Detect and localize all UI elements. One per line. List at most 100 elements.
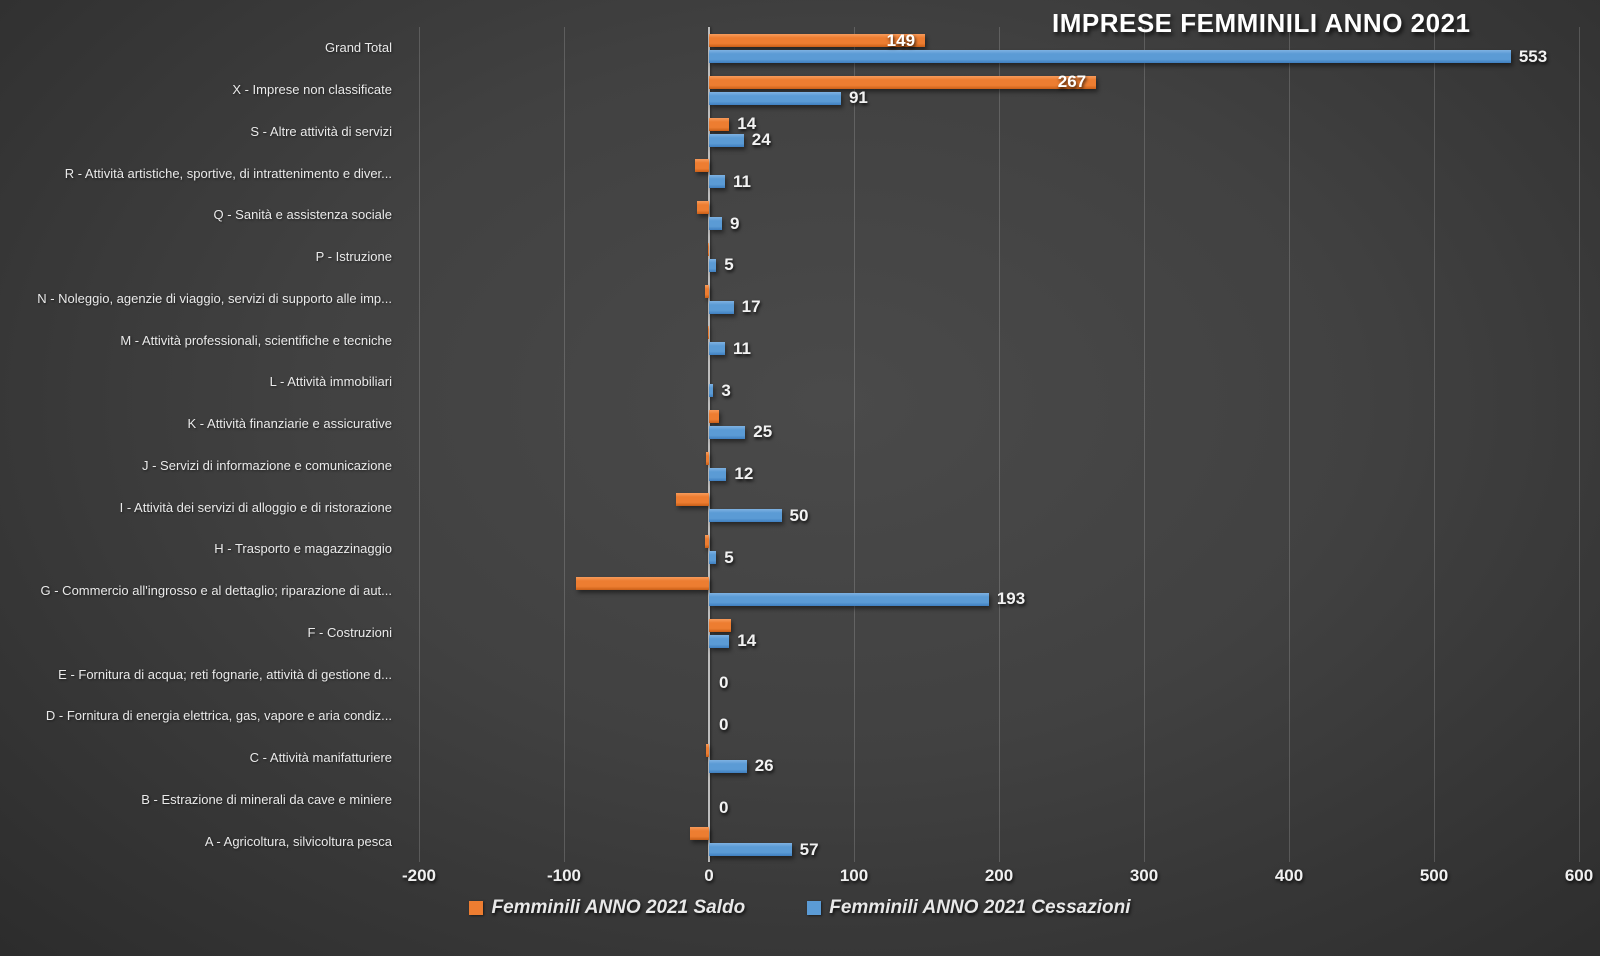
bar-cessazioni (709, 133, 744, 147)
gridline (564, 27, 565, 862)
data-label-cessazioni: 26 (754, 756, 774, 776)
bar-cessazioni (709, 91, 841, 105)
bar-saldo (706, 743, 709, 757)
legend-item-saldo: Femminili ANNO 2021 Saldo (469, 897, 745, 919)
data-label-cessazioni: 193 (996, 589, 1026, 609)
gridline (1144, 27, 1145, 862)
bar-saldo (709, 117, 730, 131)
data-label-cessazioni: 11 (732, 338, 751, 358)
plot-area: 149 553 267 91 14 24 11 9 5 17 11 3 25 12 50 5 193 14 0 0 26… (419, 27, 1580, 862)
bar-cessazioni (709, 425, 746, 439)
x-tick-label: 200 (984, 866, 1014, 885)
data-label-cessazioni: 17 (741, 297, 761, 316)
gridline (1434, 27, 1435, 862)
zero-axis-line (708, 27, 710, 862)
data-label-cessazioni: 14 (737, 631, 757, 650)
x-tick-label: -100 (546, 866, 582, 885)
category-label: Grand Total (325, 40, 392, 56)
category-label: K - Attività finanziarie e assicurative (187, 416, 392, 432)
bar-cessazioni (709, 592, 989, 606)
category-label: B - Estrazione di minerali da cave e min… (141, 791, 392, 807)
data-label-saldo: 149 (886, 30, 916, 50)
bar-saldo (575, 576, 709, 590)
category-label: Q - Sanità e assistenza sociale (213, 207, 392, 223)
bar-cessazioni (709, 175, 725, 189)
gridline (854, 27, 855, 862)
data-label-cessazioni: 12 (734, 464, 754, 483)
x-tick-label: 600 (1564, 866, 1594, 885)
category-label: M - Attività professionali, scientifiche… (120, 332, 392, 348)
bar-cessazioni (709, 217, 723, 230)
bar-saldo (709, 409, 720, 423)
x-tick-label: 300 (1129, 866, 1159, 885)
category-label: N - Noleggio, agenzie di viaggio, serviz… (37, 290, 392, 306)
bar-cessazioni (709, 551, 717, 564)
bar-saldo (704, 535, 709, 548)
x-tick-label: -200 (401, 866, 437, 885)
category-label: H - Trasporto e magazzinaggio (214, 541, 392, 557)
x-tick-label: 500 (1419, 866, 1449, 885)
category-label: C - Attività manifatturiere (249, 750, 392, 766)
bar-saldo (707, 326, 710, 340)
bar-cessazioni (709, 258, 717, 272)
legend-swatch-cessazioni-icon (807, 901, 822, 915)
bar-cessazioni (709, 50, 1511, 63)
x-tick-label: 400 (1274, 866, 1304, 885)
data-label-cessazioni: 0 (719, 798, 729, 817)
data-label-cessazioni: 25 (753, 422, 773, 442)
category-label: X - Imprese non classificate (232, 82, 392, 98)
category-label: D - Fornitura di energia elettrica, gas,… (45, 708, 392, 724)
data-label-cessazioni: 24 (751, 130, 771, 149)
legend-label-saldo: Femminili ANNO 2021 Saldo (491, 897, 746, 918)
gridline (1289, 27, 1290, 862)
data-label-cessazioni: 0 (719, 714, 729, 734)
data-label-cessazioni: 57 (799, 839, 819, 859)
x-tick-label: 100 (839, 866, 869, 885)
legend-label-cessazioni: Femminili ANNO 2021 Cessazioni (829, 897, 1131, 918)
category-label: J - Servizi di informazione e comunicazi… (142, 457, 392, 473)
bar-cessazioni (709, 384, 714, 397)
bar-cessazioni (709, 509, 782, 523)
data-label-cessazioni: 3 (721, 380, 731, 400)
category-label: S - Altre attività di servizi (250, 123, 392, 139)
data-label-saldo: 267 (1057, 72, 1087, 92)
legend-swatch-saldo-icon (469, 901, 484, 915)
bar-cessazioni (709, 467, 727, 481)
bar-saldo (704, 284, 709, 298)
data-label-cessazioni: 5 (724, 547, 734, 567)
bar-saldo (709, 34, 926, 47)
data-label-cessazioni: 0 (719, 672, 729, 692)
bar-saldo (706, 451, 709, 465)
legend: Femminili ANNO 2021 Saldo Femminili ANNO… (0, 897, 1600, 919)
bar-saldo (690, 827, 709, 841)
category-label: E - Fornitura di acqua; reti fognarie, a… (58, 666, 392, 682)
data-label-cessazioni: 91 (848, 88, 868, 108)
category-label: G - Commercio all'ingrosso e al dettagli… (40, 583, 392, 599)
bar-cessazioni (709, 300, 734, 314)
data-label-cessazioni: 5 (724, 255, 734, 275)
bar-cessazioni (709, 342, 725, 356)
data-label-cessazioni: 9 (730, 213, 740, 233)
category-label: I - Attività dei servizi di alloggio e d… (119, 499, 392, 515)
category-label: F - Costruzioni (307, 624, 392, 640)
data-label-saldo: 14 (737, 114, 757, 133)
gridline (419, 27, 420, 862)
data-label-cessazioni: 11 (732, 171, 751, 191)
bar-saldo (709, 75, 1097, 89)
category-label: A - Agricoltura, silvicoltura pesca (204, 833, 392, 849)
bar-cessazioni (709, 634, 730, 648)
bar-saldo (709, 618, 731, 632)
gridline (1579, 27, 1580, 862)
bar-cessazioni (709, 759, 747, 773)
bar-cessazioni (709, 843, 792, 857)
legend-item-cessazioni: Femminili ANNO 2021 Cessazioni (807, 897, 1131, 919)
chart-title: IMPRESE FEMMINILI ANNO 2021 (1052, 8, 1471, 38)
gridline (999, 27, 1000, 862)
category-label: P - Istruzione (315, 249, 392, 265)
category-label: L - Attività immobiliari (269, 374, 392, 390)
bar-saldo (675, 493, 709, 507)
bar-saldo (697, 201, 709, 214)
bar-saldo (707, 242, 710, 256)
bar-saldo (694, 159, 709, 173)
data-label-cessazioni: 50 (789, 505, 809, 525)
